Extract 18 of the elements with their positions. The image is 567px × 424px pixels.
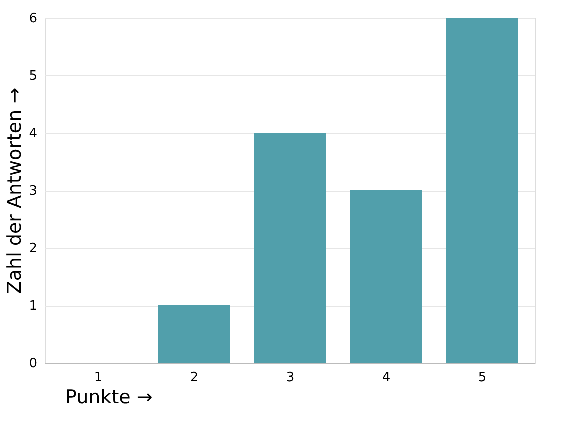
bar: [446, 18, 518, 363]
x-axis-title: Punkte →: [66, 386, 153, 408]
y-tick-label: 1: [29, 299, 38, 314]
x-tick-label: 4: [382, 370, 391, 386]
y-tick-label: 0: [29, 356, 38, 372]
x-tick-label: 3: [286, 370, 295, 386]
x-tick-label: 1: [94, 370, 103, 386]
x-tick-label: 5: [478, 370, 487, 386]
y-tick-label: 5: [29, 69, 38, 84]
bar: [254, 133, 326, 363]
y-tick-label: 3: [29, 184, 38, 199]
y-tick-label: 2: [29, 242, 38, 256]
bar: [350, 190, 422, 363]
y-tick-label: 4: [29, 126, 38, 142]
y-tick-label: 6: [29, 12, 38, 26]
bar: [158, 306, 230, 363]
y-axis-title: Zahl der Antworten →: [4, 88, 26, 294]
x-tick-label: 2: [190, 370, 199, 386]
